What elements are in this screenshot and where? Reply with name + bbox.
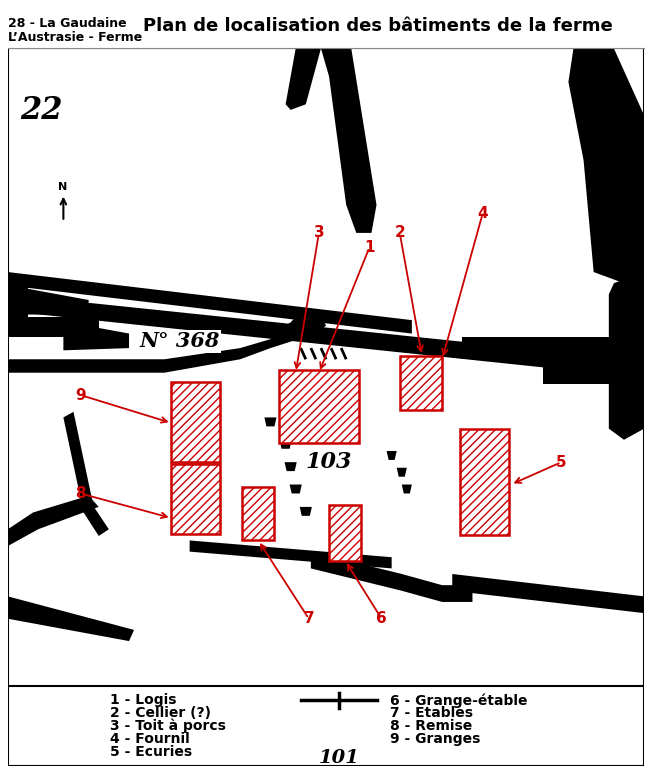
Polygon shape (462, 337, 644, 359)
Text: 5 - Ecuries: 5 - Ecuries (110, 745, 192, 759)
Text: 28 - La Gaudaine: 28 - La Gaudaine (8, 17, 126, 30)
Polygon shape (8, 294, 599, 372)
Text: 4: 4 (477, 207, 488, 221)
Text: 5: 5 (556, 455, 567, 470)
Polygon shape (63, 412, 94, 512)
Text: N: N (58, 181, 68, 191)
Bar (400, 356, 442, 409)
Text: 8 - Remise: 8 - Remise (390, 719, 472, 733)
Text: 2 - Cellier (?): 2 - Cellier (?) (110, 707, 211, 720)
Text: 7 - Etables: 7 - Etables (390, 707, 473, 720)
Polygon shape (8, 315, 326, 372)
Polygon shape (286, 48, 321, 110)
Text: 4 - Fournil: 4 - Fournil (110, 732, 189, 746)
Polygon shape (289, 485, 302, 494)
Polygon shape (284, 462, 297, 471)
Polygon shape (190, 541, 392, 568)
Polygon shape (543, 359, 644, 384)
Text: 3: 3 (314, 225, 324, 240)
Polygon shape (28, 289, 89, 315)
Polygon shape (609, 272, 644, 440)
Polygon shape (402, 485, 412, 494)
Polygon shape (264, 418, 276, 426)
Text: 8: 8 (75, 486, 86, 501)
Text: 6 - Grange-étable: 6 - Grange-étable (390, 693, 527, 707)
Text: 101: 101 (318, 750, 359, 767)
Polygon shape (8, 316, 98, 337)
Text: 9: 9 (75, 388, 86, 402)
Text: 1 - Logis: 1 - Logis (110, 694, 176, 707)
Text: 1: 1 (364, 240, 375, 255)
Text: N° 368: N° 368 (139, 331, 220, 352)
Text: 22: 22 (20, 95, 63, 127)
Text: L’Austrasie - Ferme: L’Austrasie - Ferme (8, 31, 142, 44)
Polygon shape (300, 507, 312, 516)
Bar (171, 382, 220, 462)
Text: 3 - Toit à porcs: 3 - Toit à porcs (110, 719, 226, 733)
Polygon shape (8, 597, 134, 641)
Text: 2: 2 (394, 225, 405, 240)
Polygon shape (8, 272, 412, 333)
Polygon shape (8, 495, 98, 546)
Bar (460, 429, 509, 535)
Polygon shape (321, 48, 376, 233)
Text: 6: 6 (376, 611, 387, 626)
Polygon shape (569, 48, 644, 283)
Polygon shape (8, 283, 28, 316)
Polygon shape (78, 499, 109, 536)
Text: 103: 103 (306, 451, 352, 473)
Polygon shape (311, 551, 473, 602)
Polygon shape (63, 328, 129, 350)
Bar (171, 465, 220, 534)
Bar (278, 370, 359, 443)
Polygon shape (396, 468, 407, 477)
Polygon shape (387, 451, 396, 460)
Text: 7: 7 (304, 611, 314, 626)
Polygon shape (452, 574, 644, 613)
Text: Plan de localisation des bâtiments de la ferme: Plan de localisation des bâtiments de la… (143, 17, 613, 35)
Text: 9 - Granges: 9 - Granges (390, 732, 480, 746)
Bar (329, 505, 361, 561)
Bar (242, 487, 274, 541)
Polygon shape (280, 440, 291, 449)
